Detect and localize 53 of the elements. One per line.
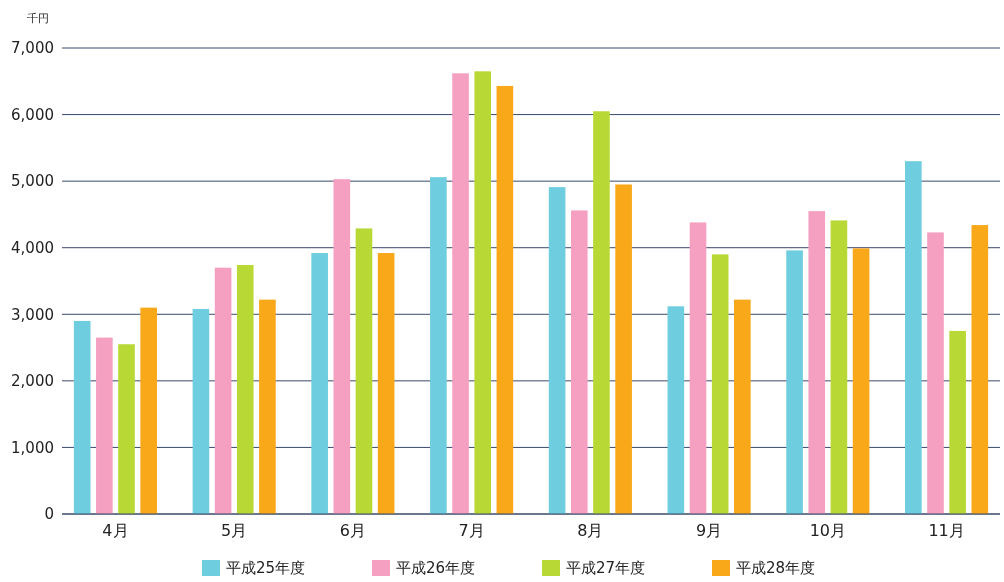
bar <box>430 177 447 514</box>
legend-label: 平成25年度 <box>226 559 306 578</box>
bar <box>593 111 610 514</box>
bar <box>830 220 848 514</box>
legend-label: 平成27年度 <box>566 559 646 578</box>
bar <box>96 337 113 514</box>
x-tick-label: 4月 <box>102 521 129 540</box>
bar <box>786 250 803 514</box>
bar <box>496 85 514 514</box>
y-tick-label: 3,000 <box>11 305 54 324</box>
bar <box>667 306 685 514</box>
bar <box>311 253 328 514</box>
y-axis-title: 千円 <box>27 12 49 25</box>
bar <box>214 267 232 514</box>
y-tick-label: 4,000 <box>11 238 54 257</box>
bar <box>355 228 373 514</box>
y-tick-label: 1,000 <box>11 438 54 457</box>
bar <box>905 161 922 514</box>
y-tick-label: 5,000 <box>11 172 54 191</box>
x-tick-label: 9月 <box>696 521 723 540</box>
x-tick-label: 5月 <box>221 521 248 540</box>
legend-label: 平成28年度 <box>736 559 816 578</box>
bar <box>333 179 351 514</box>
bar <box>734 299 751 514</box>
bar <box>377 253 395 514</box>
y-tick-label: 7,000 <box>11 39 54 58</box>
legend-label: 平成26年度 <box>396 559 476 578</box>
bar <box>852 248 870 514</box>
bar <box>927 232 944 514</box>
x-tick-label: 6月 <box>339 521 366 540</box>
x-tick-label: 8月 <box>577 521 604 540</box>
bar <box>570 210 588 514</box>
y-tick-label: 2,000 <box>11 372 54 391</box>
bar <box>615 184 632 514</box>
bar <box>73 320 91 514</box>
bar <box>548 187 566 514</box>
bar <box>689 222 707 514</box>
bar <box>452 73 469 514</box>
y-tick-label: 0 <box>44 505 54 524</box>
bar <box>949 330 966 514</box>
bar <box>192 308 210 514</box>
bar <box>474 71 492 514</box>
bar <box>259 299 276 514</box>
bar <box>140 307 157 514</box>
y-tick-label: 6,000 <box>11 105 54 124</box>
bar <box>236 265 254 514</box>
bar <box>808 211 826 514</box>
bar <box>118 344 135 514</box>
x-tick-label: 10月 <box>809 521 847 540</box>
x-tick-label: 11月 <box>928 521 965 540</box>
bar <box>711 254 729 514</box>
x-tick-label: 7月 <box>458 521 485 540</box>
bar <box>971 225 989 514</box>
